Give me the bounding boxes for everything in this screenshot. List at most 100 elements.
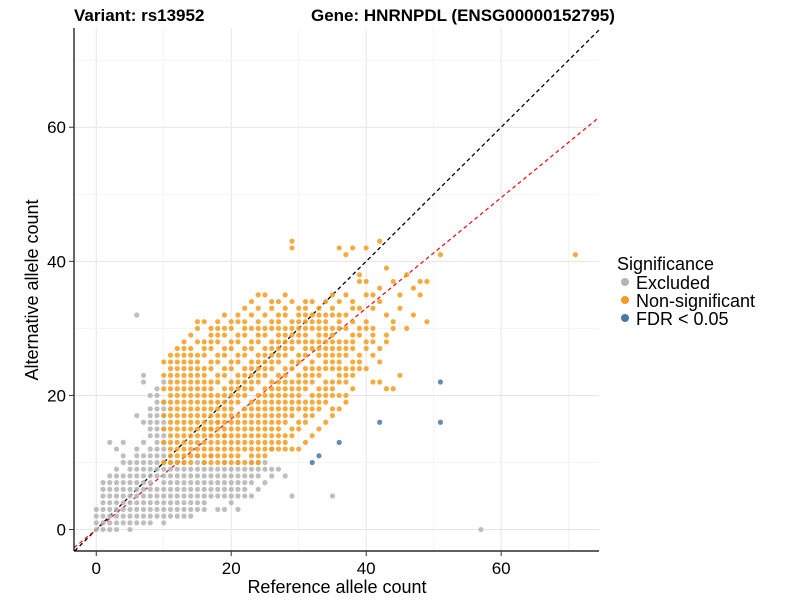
data-point	[242, 366, 248, 372]
data-point	[181, 399, 187, 405]
data-point	[363, 366, 369, 372]
data-point	[302, 379, 309, 385]
data-point	[120, 500, 126, 506]
data-point	[255, 366, 261, 372]
y-tick-label: 40	[47, 252, 66, 271]
data-point	[275, 426, 282, 432]
data-point	[296, 426, 302, 432]
data-point	[194, 466, 201, 472]
data-point	[242, 386, 248, 392]
data-point	[329, 332, 336, 338]
data-point	[350, 245, 356, 251]
data-point	[134, 500, 140, 506]
data-point	[107, 473, 113, 479]
data-point	[134, 446, 140, 452]
data-point	[201, 345, 207, 352]
data-point	[255, 459, 261, 466]
data-point	[437, 379, 444, 385]
data-point	[208, 486, 214, 492]
data-point	[194, 480, 201, 486]
data-point	[181, 386, 187, 392]
data-point	[161, 446, 167, 452]
data-point	[282, 305, 288, 311]
data-point	[188, 446, 194, 452]
data-point	[221, 459, 228, 466]
data-point	[127, 513, 133, 519]
data-point	[336, 372, 342, 378]
data-point	[248, 419, 255, 425]
data-point	[404, 325, 410, 331]
data-point	[302, 419, 309, 425]
data-point	[208, 466, 214, 472]
data-point	[107, 520, 113, 526]
data-point	[343, 345, 349, 352]
data-point	[215, 339, 221, 345]
data-point	[336, 406, 342, 412]
data-point	[262, 426, 268, 432]
data-point	[221, 312, 228, 318]
data-point	[235, 446, 241, 452]
data-point	[215, 359, 221, 365]
data-point	[181, 500, 187, 506]
data-point	[154, 459, 160, 466]
data-point	[289, 298, 295, 305]
data-point	[242, 352, 248, 358]
data-point	[174, 406, 180, 412]
data-point	[188, 399, 194, 405]
data-point	[248, 406, 255, 412]
data-point	[262, 406, 268, 412]
data-point	[93, 506, 99, 513]
data-point	[269, 419, 275, 425]
data-point	[329, 292, 336, 298]
data-point	[100, 520, 106, 526]
data-point	[181, 486, 187, 492]
data-point	[309, 379, 315, 385]
data-point	[363, 325, 369, 331]
data-point	[127, 500, 133, 506]
data-point	[248, 446, 255, 452]
data-point	[174, 473, 180, 479]
data-point	[235, 506, 241, 513]
data-point	[201, 386, 207, 392]
data-point	[248, 480, 255, 486]
data-point	[262, 412, 268, 419]
data-point	[390, 386, 396, 392]
legend-label-3: FDR < 0.05	[636, 309, 729, 329]
data-point	[174, 412, 180, 419]
data-point	[323, 392, 329, 399]
data-point	[208, 446, 214, 452]
data-point	[127, 459, 133, 466]
data-point	[269, 446, 275, 452]
data-point	[275, 379, 282, 385]
data-point	[215, 506, 221, 513]
data-point	[194, 486, 201, 492]
data-point	[161, 493, 167, 499]
y-tick-label: 60	[47, 118, 66, 137]
data-point	[167, 506, 174, 513]
data-point	[329, 325, 336, 331]
data-point	[188, 406, 194, 412]
series-non-significant	[161, 238, 578, 466]
data-point	[167, 513, 174, 519]
data-point	[188, 486, 194, 492]
data-point	[107, 439, 113, 445]
data-point	[316, 319, 322, 325]
data-point	[255, 305, 261, 311]
data-point	[188, 433, 194, 439]
data-point	[188, 466, 194, 472]
data-point	[181, 352, 187, 358]
data-point	[242, 305, 248, 311]
data-point	[350, 372, 356, 378]
data-point	[113, 513, 120, 519]
data-point	[329, 359, 336, 365]
data-point	[296, 339, 302, 345]
data-point	[296, 399, 302, 405]
data-point	[235, 332, 241, 338]
data-point	[154, 426, 160, 432]
data-point	[154, 392, 160, 399]
data-point	[147, 493, 153, 499]
data-point	[120, 473, 126, 479]
data-point	[201, 480, 207, 486]
data-point	[275, 439, 282, 445]
data-point	[242, 480, 248, 486]
